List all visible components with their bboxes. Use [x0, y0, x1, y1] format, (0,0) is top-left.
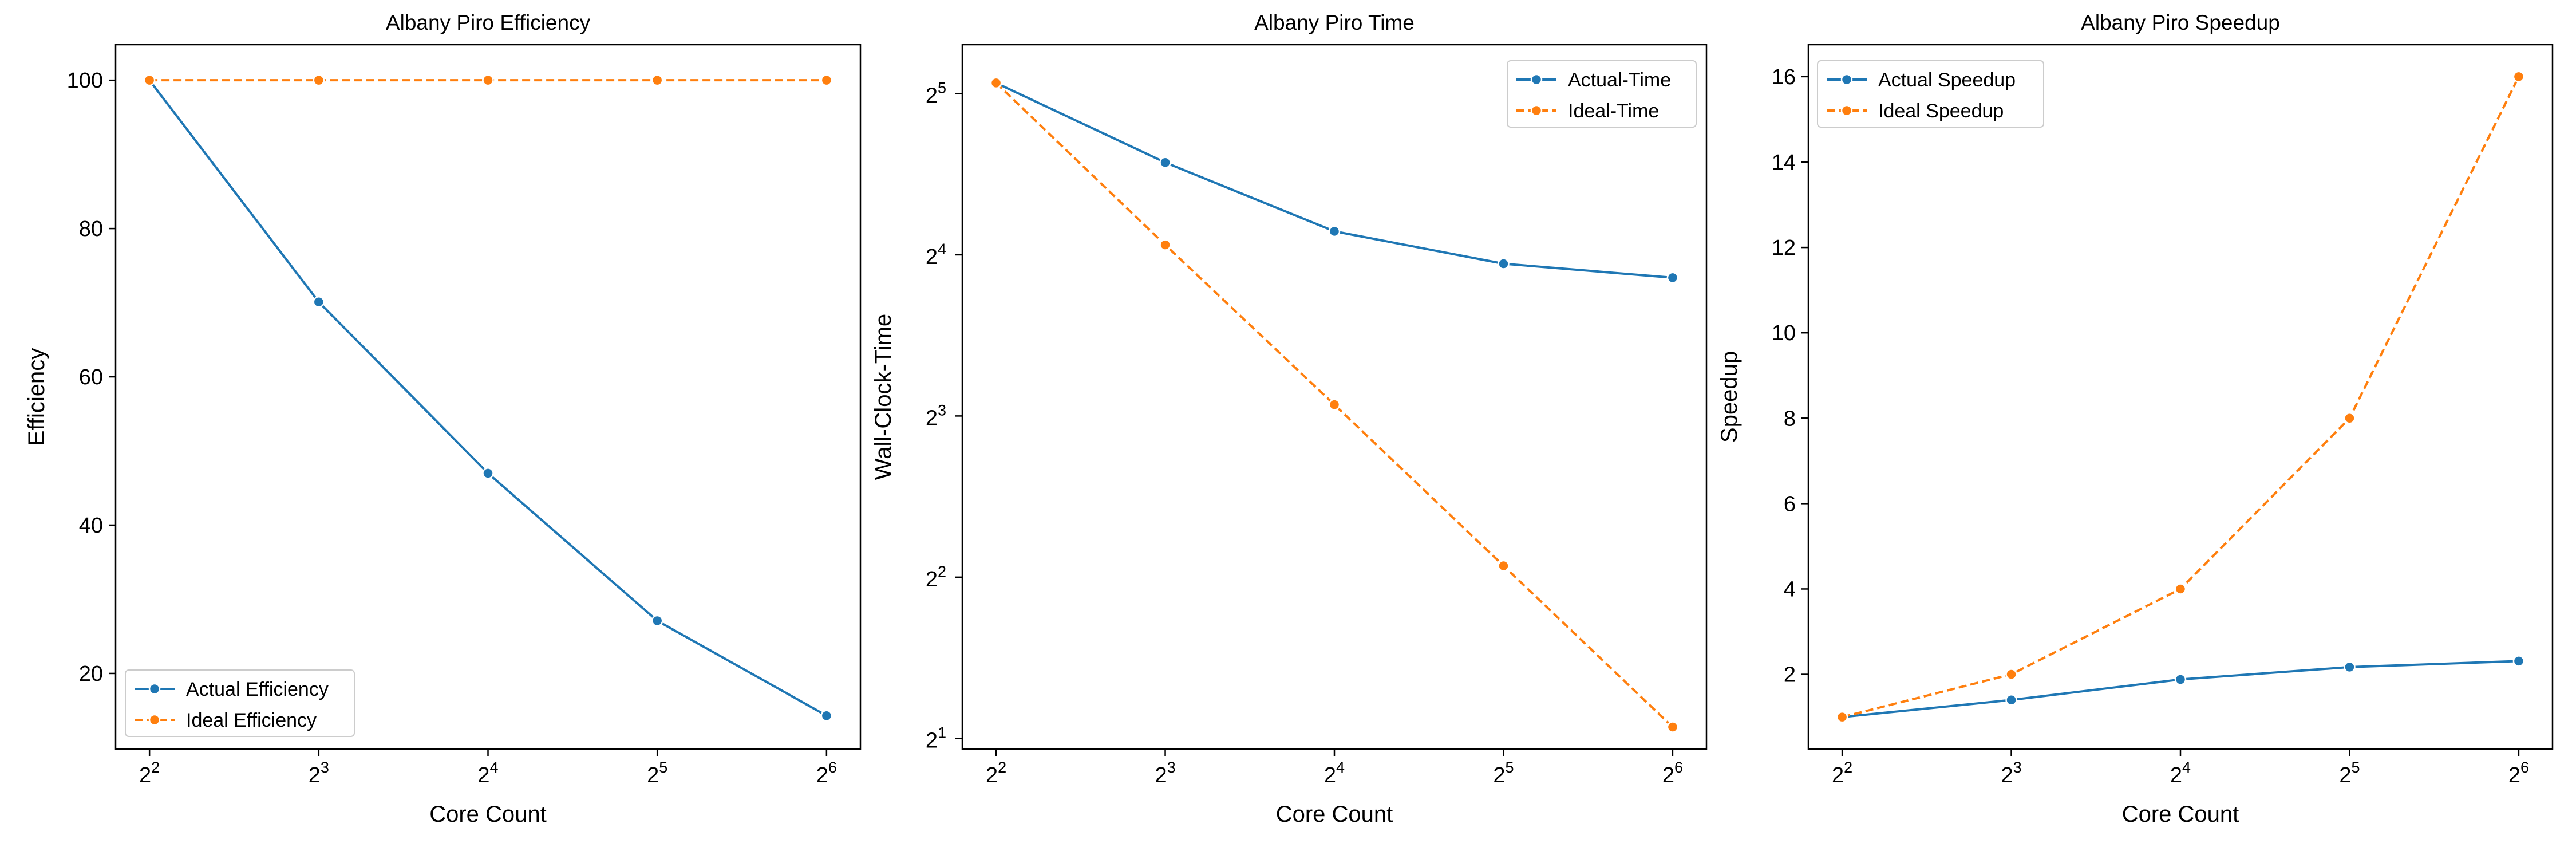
chart-title: Albany Piro Time: [1254, 11, 1415, 34]
legend-label: Actual Speedup: [1878, 69, 2016, 91]
series-ideal-time: [990, 77, 1679, 733]
x-tick-label: 22: [139, 759, 160, 787]
data-point: [651, 74, 663, 86]
data-point: [143, 74, 156, 86]
chart-panel-1: Albany Piro Efficiency 22 23 24 25 26 Core Cou…: [24, 11, 862, 827]
y-axis-label: Speedup: [1717, 351, 1742, 443]
legend-label: Ideal Efficiency: [186, 710, 317, 731]
y-tick-label: 12: [1772, 236, 1796, 260]
data-point: [313, 74, 325, 86]
x-tick-label: 24: [2170, 759, 2191, 787]
series-actual-speedup: [1836, 655, 2525, 723]
x-axis-label: Core Count: [429, 802, 547, 827]
legend-box: [125, 669, 355, 737]
data-point: [2174, 673, 2187, 685]
y-tick-label: 16: [1772, 65, 1796, 89]
y-tick-label: 6: [1784, 492, 1796, 516]
data-point: [1498, 258, 1510, 270]
legend: Actual Speedup Ideal Speedup: [1817, 60, 2044, 128]
data-point: [820, 710, 833, 722]
y-axis-label: Wall-Clock-Time: [871, 314, 896, 480]
x-tick-label: 24: [1324, 759, 1345, 787]
legend-swatch-marker: [1840, 73, 1853, 86]
data-point: [1328, 399, 1341, 411]
data-point: [313, 296, 325, 308]
y-tick-label: 2: [1784, 663, 1796, 687]
data-point: [2005, 694, 2017, 706]
x-tick-label: 24: [477, 759, 498, 787]
x-tick-label: 26: [816, 759, 837, 787]
data-point: [2005, 668, 2017, 680]
data-point: [2512, 655, 2525, 667]
y-tick-label: 23: [926, 401, 946, 430]
data-point: [1666, 721, 1679, 733]
data-point: [2344, 412, 2356, 424]
legend-swatch-marker: [148, 714, 161, 726]
data-point: [2344, 661, 2356, 673]
legend-swatch-marker: [1530, 73, 1543, 86]
legend-label: Ideal Speedup: [1878, 100, 2004, 122]
data-point: [651, 614, 663, 627]
y-tick-label: 40: [79, 514, 103, 538]
data-point: [820, 74, 833, 86]
chart-title: Albany Piro Speedup: [2081, 11, 2280, 34]
x-tick-label: 25: [647, 759, 667, 787]
y-tick-label: 22: [926, 563, 946, 592]
data-point: [1666, 271, 1679, 284]
legend-swatch-marker: [148, 683, 161, 695]
y-axis-label: Efficiency: [24, 348, 49, 446]
series-actual-efficiency: [143, 74, 833, 722]
y-tick-label: 10: [1772, 321, 1796, 345]
data-point: [482, 467, 494, 479]
legend-swatch-marker: [1530, 104, 1543, 117]
y-tick-label: 25: [926, 79, 946, 108]
y-tick-label: 20: [79, 662, 103, 686]
data-point: [1159, 239, 1171, 251]
x-tick-label: 26: [2508, 759, 2529, 787]
chart-title: Albany Piro Efficiency: [386, 11, 591, 34]
x-tick-label: 26: [1662, 759, 1683, 787]
legend-label: Actual-Time: [1568, 69, 1671, 91]
series-ideal-efficiency: [143, 74, 833, 86]
x-tick-label: 25: [2339, 759, 2360, 787]
data-point: [482, 74, 494, 86]
chart-panel-2: Albany Piro Time 22 23 24 25 26 Core Count 21 22…: [871, 11, 1708, 827]
legend-swatch-marker: [1840, 104, 1853, 117]
x-tick-label: 22: [1832, 759, 1852, 787]
data-point: [1498, 559, 1510, 572]
y-tick-label: 100: [67, 69, 103, 93]
y-tick-label: 14: [1772, 151, 1796, 175]
x-tick-label: 23: [2001, 759, 2021, 787]
series-ideal-speedup: [1836, 70, 2525, 723]
y-tick-label: 24: [926, 241, 946, 269]
data-point: [2512, 70, 2525, 83]
y-tick-label: 21: [926, 724, 946, 752]
data-point: [1159, 156, 1171, 168]
legend: Actual-Time Ideal-Time: [1507, 60, 1697, 128]
x-axis-label: Core Count: [1276, 802, 1393, 827]
legend-label: Actual Efficiency: [186, 679, 329, 700]
legend-label: Ideal-Time: [1568, 100, 1659, 122]
data-point: [1836, 711, 1848, 723]
x-axis-label: Core Count: [2122, 802, 2239, 827]
series-actual-time: [990, 77, 1679, 284]
data-point: [2174, 583, 2187, 595]
x-tick-label: 25: [1493, 759, 1514, 787]
data-point: [990, 77, 1002, 89]
y-tick-label: 4: [1784, 577, 1796, 601]
x-tick-label: 23: [1155, 759, 1175, 787]
legend: Actual Efficiency Ideal Efficiency: [125, 669, 355, 737]
y-tick-label: 60: [79, 365, 103, 389]
legend-box: [1817, 60, 2044, 128]
x-tick-label: 23: [309, 759, 329, 787]
y-tick-label: 8: [1784, 407, 1796, 431]
y-tick-label: 80: [79, 217, 103, 241]
x-tick-label: 22: [986, 759, 1006, 787]
data-point: [1328, 225, 1341, 238]
